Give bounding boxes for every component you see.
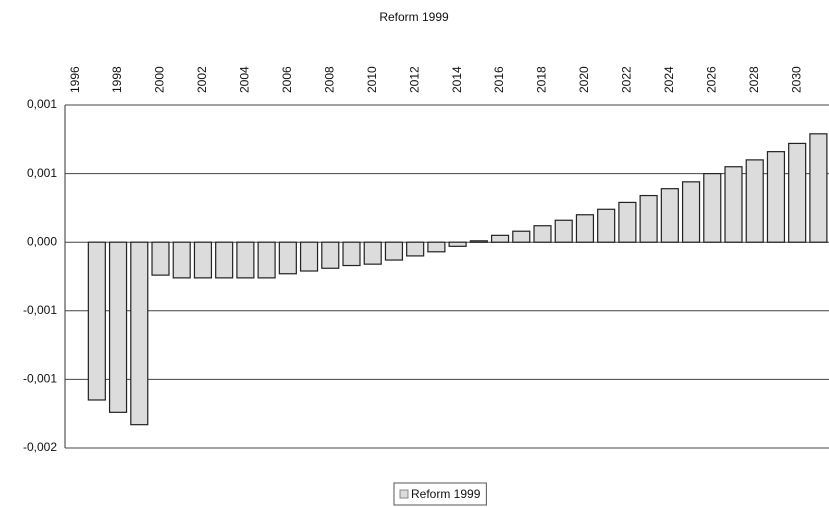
bar: [384, 241, 404, 261]
bar: [406, 241, 425, 257]
x-tick-label: 2010: [365, 66, 379, 93]
bar: [597, 208, 616, 243]
bar: [512, 230, 531, 243]
bar: [575, 214, 595, 243]
legend-box: [393, 482, 487, 506]
x-tick-label: 2002: [195, 66, 209, 93]
x-tick-label: 2004: [238, 66, 252, 93]
x-tick-label: 2026: [704, 66, 718, 93]
bar: [639, 194, 658, 243]
x-tick-label: 2024: [662, 66, 676, 93]
x-tick-label: 2000: [153, 66, 167, 93]
x-tick-label: 2020: [577, 66, 591, 93]
x-tick-label: 2012: [407, 66, 421, 93]
bar: [108, 241, 128, 413]
bar: [278, 241, 297, 275]
bar: [490, 234, 510, 243]
bar: [788, 142, 807, 243]
bar: [363, 241, 382, 265]
bar: [172, 241, 191, 279]
bar: [448, 241, 467, 247]
bar: [299, 241, 319, 272]
x-tick-label: 1998: [110, 66, 124, 93]
bar: [724, 166, 743, 243]
x-tick-label: 2016: [492, 66, 506, 93]
bar: [193, 241, 213, 279]
x-tick-label: 2014: [450, 66, 464, 93]
bar: [618, 201, 637, 243]
y-tick-label: -0,002: [23, 440, 57, 454]
y-tick-label: 0,001: [27, 166, 57, 180]
x-tick-label: 1996: [68, 66, 82, 93]
legend: Reform 1999: [393, 482, 487, 506]
bar: [342, 241, 361, 267]
bar: [427, 241, 446, 253]
legend-label: Reform 1999: [411, 487, 481, 501]
bar: [660, 188, 679, 243]
x-tick-label: 2018: [535, 66, 549, 93]
chart-title: Reform 1999: [379, 10, 449, 24]
bar: [321, 241, 340, 269]
bar: [257, 241, 276, 279]
y-tick-label: 0,000: [27, 234, 57, 248]
x-tick-label: 2028: [747, 66, 761, 93]
y-tick-label: -0,001: [23, 372, 57, 386]
bar: [554, 219, 573, 243]
bar: [745, 159, 764, 243]
bar: [130, 241, 149, 426]
x-tick-label: 2006: [280, 66, 294, 93]
y-tick-label: 0,001: [27, 97, 57, 111]
bar: [533, 225, 552, 243]
x-tick-label: 2008: [322, 66, 336, 93]
bar: [766, 151, 786, 243]
bar: [681, 181, 701, 243]
bar: [215, 241, 234, 279]
bar: [809, 133, 828, 243]
x-tick-label: 2030: [789, 66, 803, 93]
bar: [469, 240, 488, 243]
bar: [151, 241, 170, 276]
bar: [236, 241, 255, 279]
x-tick-label: 2022: [620, 66, 634, 93]
bar: [87, 241, 106, 401]
y-tick-label: -0,001: [23, 303, 57, 317]
bar: [703, 173, 722, 243]
legend-swatch: [399, 489, 409, 499]
